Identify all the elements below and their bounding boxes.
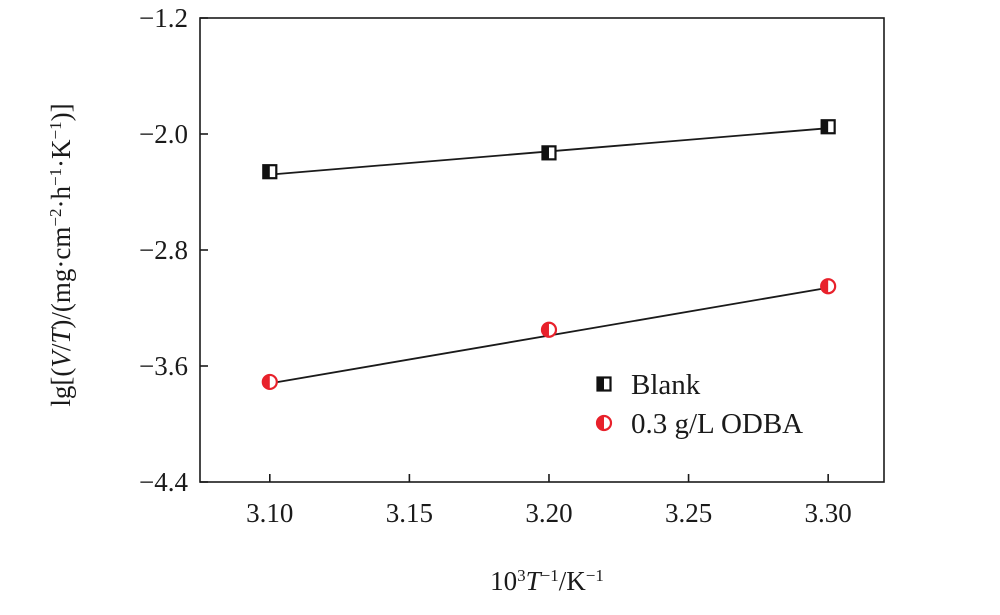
y-tick-label: −2.0 (139, 119, 188, 149)
legend: Blank 0.3 g/L ODBA (595, 369, 803, 440)
legend-label-odba: 0.3 g/L ODBA (631, 408, 803, 440)
data-point-blank (262, 164, 278, 180)
legend-square-marker (596, 376, 612, 392)
data-point-odba (540, 321, 558, 338)
x-axis: 3.10 3.15 3.20 3.25 3.30 (246, 474, 852, 528)
y-tick-label: −3.6 (139, 351, 188, 381)
x-tick-label: 3.30 (805, 498, 852, 528)
y-axis-label: lg[(V/T)/(mg·cm−2·h−1·K−1)] (46, 103, 77, 406)
data-point-blank (541, 145, 557, 161)
legend-circle-marker (595, 414, 613, 432)
fit-lines (269, 127, 829, 385)
data-points (261, 119, 837, 391)
y-axis: −1.2 −2.0 −2.8 −3.6 −4.4 (139, 3, 208, 497)
y-tick-label: −2.8 (139, 235, 188, 265)
x-tick-label: 3.15 (386, 498, 433, 528)
x-tick-label: 3.20 (525, 498, 572, 528)
legend-marker-blank (596, 376, 612, 392)
legend-marker-odba (595, 414, 613, 432)
legend-label-blank: Blank (631, 369, 701, 401)
x-tick-label: 3.25 (665, 498, 712, 528)
data-point-odba (261, 373, 278, 391)
y-tick-label: −1.2 (139, 3, 188, 33)
x-tick-label: 3.10 (246, 498, 293, 528)
data-point-blank (820, 119, 836, 135)
x-axis-label: 103T−1/K−1 (490, 566, 604, 597)
data-point-odba (820, 278, 837, 295)
y-tick-label: −4.4 (139, 467, 188, 497)
